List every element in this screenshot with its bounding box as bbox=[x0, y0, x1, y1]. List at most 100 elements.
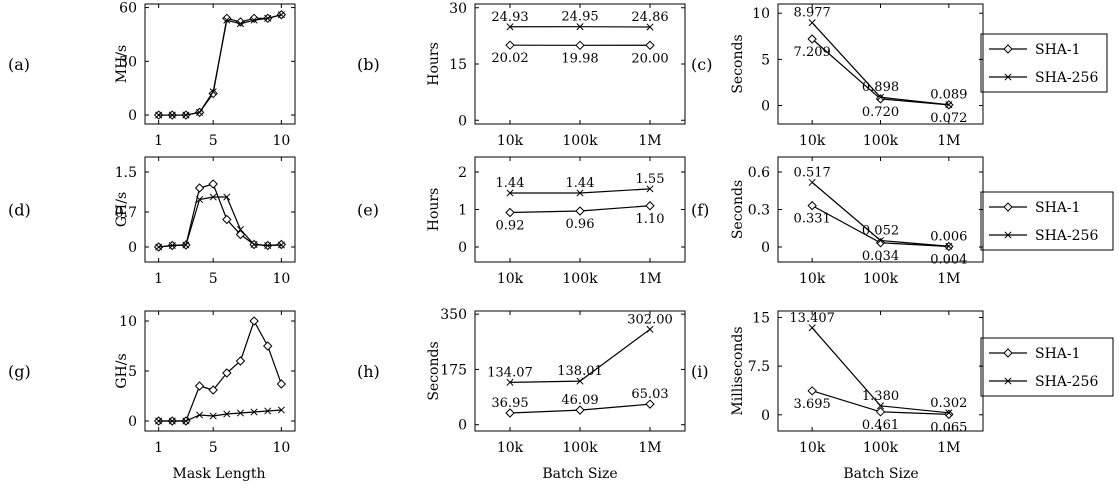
y-tick-label: 30 bbox=[119, 54, 137, 70]
legend-marker bbox=[1003, 44, 1013, 54]
x-tick-label: 1M bbox=[937, 440, 960, 456]
data-point bbox=[208, 385, 218, 395]
x-tick-label: 1M bbox=[937, 133, 960, 149]
y-axis-label-8: Seconds bbox=[426, 341, 442, 400]
data-point bbox=[277, 11, 285, 19]
data-point bbox=[195, 411, 204, 419]
data-label: 0.92 bbox=[496, 219, 525, 234]
x-tick-label: 1M bbox=[638, 271, 661, 287]
data-point bbox=[945, 242, 953, 250]
y-tick-label: 0 bbox=[458, 113, 467, 129]
legend-label: SHA-256 bbox=[1035, 374, 1098, 390]
data-point bbox=[236, 409, 245, 417]
data-point bbox=[182, 111, 190, 119]
data-label: 1.44 bbox=[566, 176, 595, 191]
x-axis-title-col1: Mask Length bbox=[172, 466, 265, 482]
data-label: 1.55 bbox=[636, 172, 665, 187]
x-tick-label: 10k bbox=[497, 271, 524, 287]
data-label: 0.302 bbox=[930, 396, 967, 411]
data-label: 0.517 bbox=[794, 165, 831, 180]
legend-label: SHA-256 bbox=[1035, 228, 1098, 244]
chart-panel-3: (c) Seconds 0 5 10 10k 100k 1M 7.209 0.720 0.072 8.… bbox=[691, 3, 984, 149]
data-point bbox=[807, 386, 817, 396]
data-point bbox=[575, 405, 585, 415]
series-sha-1: 20.02 19.98 20.00 bbox=[491, 40, 669, 66]
data-point bbox=[249, 316, 259, 326]
series-sha-256 bbox=[155, 406, 285, 425]
data-point bbox=[575, 206, 585, 216]
legend-3: SHA-1 SHA-256 bbox=[980, 337, 1114, 397]
data-point bbox=[505, 408, 515, 418]
series-sha-1 bbox=[153, 10, 287, 120]
x-tick-label: 1 bbox=[154, 440, 163, 456]
panel-label-9: (i) bbox=[691, 362, 709, 381]
data-point bbox=[182, 241, 190, 249]
y-tick-label: 0 bbox=[761, 99, 770, 115]
legend-marker bbox=[1004, 73, 1012, 81]
data-point bbox=[646, 185, 654, 193]
y-tick-label: 1.5 bbox=[115, 165, 137, 181]
y-tick-label: 1 bbox=[458, 203, 467, 219]
plot-frame-4 bbox=[144, 156, 296, 263]
y-axis-label-7: GH/s bbox=[114, 353, 130, 388]
data-point bbox=[646, 23, 654, 31]
data-label: 138.01 bbox=[557, 364, 603, 379]
data-label: 65.03 bbox=[631, 387, 668, 402]
y-tick-label: 0 bbox=[458, 418, 467, 434]
legend-item-sha-1: SHA-1 bbox=[989, 346, 1081, 362]
data-label: 1.10 bbox=[636, 212, 665, 227]
legend-item-sha-256: SHA-256 bbox=[989, 70, 1098, 86]
data-label: 0.006 bbox=[930, 229, 967, 244]
y-axis-label-6: Seconds bbox=[730, 180, 746, 239]
data-label: 20.02 bbox=[491, 51, 528, 66]
chart-panel-6: (f) Seconds 0 0.3 0.6 10k 100k 1M 0.331 0.034 0.00… bbox=[691, 156, 984, 287]
legend-label: SHA-1 bbox=[1035, 200, 1081, 216]
data-point bbox=[944, 409, 954, 420]
legend-label: SHA-1 bbox=[1035, 42, 1081, 58]
x-tick-label: 1 bbox=[154, 271, 163, 287]
data-point bbox=[236, 20, 245, 28]
data-label: 1.380 bbox=[862, 389, 899, 404]
data-point bbox=[209, 412, 217, 420]
chart-panel-1: (a) MH/s 0 30 60 1 5 10 bbox=[8, 1, 296, 149]
data-label: 24.93 bbox=[491, 10, 528, 25]
series-sha-256: 24.93 24.95 24.86 bbox=[491, 10, 669, 31]
y-tick-label: 15 bbox=[752, 310, 770, 326]
y-tick-label: 30 bbox=[449, 1, 467, 17]
panel-label-8: (h) bbox=[357, 362, 380, 381]
plot-frame-7 bbox=[144, 310, 296, 432]
y-tick-label: 0 bbox=[128, 108, 137, 124]
data-point bbox=[576, 189, 584, 197]
legend-item-sha-256: SHA-256 bbox=[989, 228, 1098, 244]
x-tick-label: 5 bbox=[209, 133, 218, 149]
data-point bbox=[208, 179, 218, 189]
x-axis-title-col3: Batch Size bbox=[843, 466, 918, 482]
data-point bbox=[223, 410, 231, 418]
data-point bbox=[807, 200, 817, 211]
data-label: 0.089 bbox=[930, 88, 967, 103]
data-point bbox=[235, 356, 246, 366]
data-point bbox=[505, 40, 515, 50]
x-tick-label: 100k bbox=[562, 133, 598, 149]
data-label: 0.034 bbox=[862, 249, 899, 264]
y-tick-label: 7.5 bbox=[748, 359, 770, 375]
data-label: 3.695 bbox=[794, 397, 831, 412]
y-tick-label: 0 bbox=[458, 240, 467, 256]
data-point bbox=[209, 88, 217, 96]
data-label: 13.407 bbox=[789, 311, 835, 326]
data-label: 7.209 bbox=[794, 45, 831, 60]
x-tick-label: 1M bbox=[638, 133, 661, 149]
data-label: 0.004 bbox=[930, 253, 967, 268]
data-point bbox=[223, 16, 231, 24]
data-point bbox=[250, 240, 258, 249]
data-label: 1.44 bbox=[496, 176, 525, 191]
data-point bbox=[195, 108, 204, 116]
legend-item-sha-1: SHA-1 bbox=[989, 200, 1081, 216]
data-label: 0.072 bbox=[930, 111, 967, 126]
data-label: 302.00 bbox=[627, 312, 673, 327]
data-label: 8.977 bbox=[794, 6, 831, 21]
data-point bbox=[155, 111, 163, 119]
x-tick-label: 100k bbox=[863, 440, 899, 456]
x-tick-label: 10k bbox=[497, 133, 524, 149]
